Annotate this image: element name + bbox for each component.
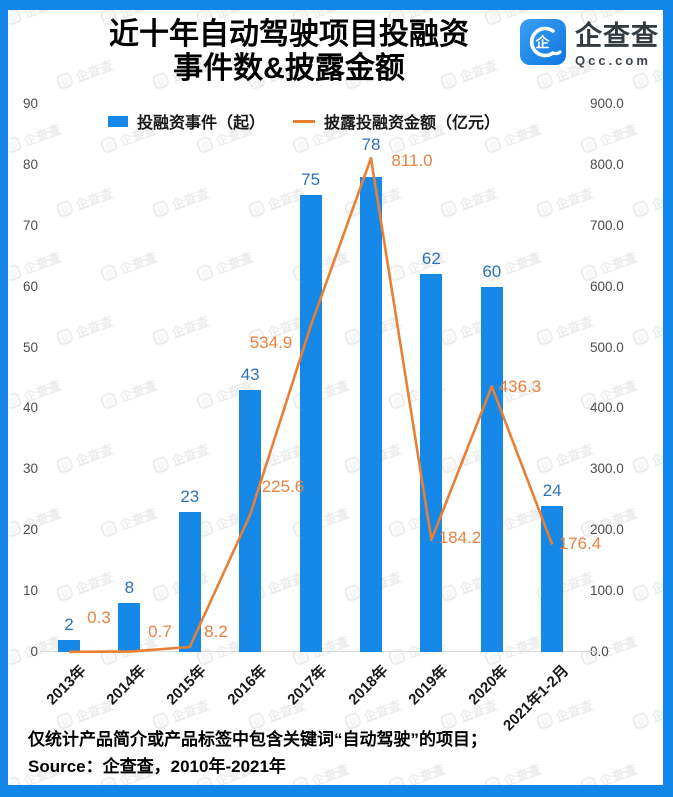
source-line: Source：企查查，2010年-2021年	[28, 757, 286, 776]
right-axis-tick: 300.0	[590, 461, 624, 477]
left-axis-tick: 70	[22, 217, 38, 233]
legend-line-label: 披露投融资金额（亿元）	[324, 115, 501, 132]
line-value-label: 176.4	[558, 534, 602, 553]
line-value-label: 436.3	[498, 377, 542, 396]
bar	[541, 505, 564, 652]
left-axis-tick: 20	[22, 522, 38, 538]
left-axis-tick: 10	[22, 583, 38, 599]
left-axis-tick: 30	[22, 461, 38, 477]
legend-bar-label: 投融资事件（起）	[137, 115, 266, 132]
line-value-label: 534.9	[249, 333, 293, 352]
bar-value-label: 75	[301, 170, 321, 190]
chart-legend: 投融资事件（起） 披露投融资金额（亿元）	[108, 109, 500, 133]
right-axis-tick: 600.0	[590, 278, 624, 294]
legend-item-bar: 投融资事件（起）	[108, 109, 265, 133]
right-axis-tick: 700.0	[590, 217, 624, 233]
right-axis-tick: 400.0	[590, 400, 624, 416]
bar-value-label: 78	[361, 135, 381, 155]
right-axis-tick: 900.0	[590, 96, 624, 111]
chart-title: 近十年自动驾驶项目投融资 事件数&披露金额	[58, 18, 520, 86]
right-axis-tick: 100.0	[590, 583, 624, 599]
line-value-label: 225.6	[261, 477, 305, 496]
left-axis-tick: 90	[22, 96, 38, 111]
left-axis-tick: 60	[22, 278, 38, 294]
bar-value-label: 43	[240, 365, 260, 385]
legend-item-line: 披露投融资金额（亿元）	[293, 109, 500, 133]
qcc-logo-domain: Qcc.com	[575, 52, 651, 68]
bar	[480, 286, 503, 652]
right-axis-tick: 0.0	[590, 644, 609, 659]
chart-title-line1: 近十年自动驾驶项目投融资	[109, 18, 469, 51]
line-value-label: 8.2	[204, 622, 228, 641]
line-value-label: 0.3	[87, 608, 111, 627]
bar	[178, 511, 201, 652]
left-axis-tick: 50	[22, 339, 38, 355]
bar-value-label: 8	[124, 578, 135, 598]
bar-value-label: 62	[421, 249, 441, 269]
line-series-swatch-icon	[293, 119, 316, 123]
bar	[58, 639, 80, 652]
bar-value-label: 2	[64, 614, 74, 634]
bar-value-label: 24	[542, 480, 562, 500]
left-axis-tick: 0	[30, 644, 38, 659]
footnote-line: 仅统计产品简介或产品标签中包含关键词“自动驾驶”的项目；	[28, 730, 487, 749]
bar	[239, 390, 262, 652]
bar-value-label: 60	[482, 261, 502, 281]
bar-series-swatch-icon	[108, 115, 128, 127]
bar-value-label: 23	[180, 486, 200, 506]
right-axis-tick: 800.0	[590, 156, 624, 172]
right-axis-tick: 500.0	[590, 339, 624, 355]
right-axis-tick: 200.0	[590, 522, 624, 538]
bar	[420, 274, 443, 652]
qcc-logo-icon: 企	[519, 18, 567, 71]
left-axis-tick: 80	[22, 156, 38, 172]
left-axis-tick: 40	[22, 400, 38, 416]
bar	[118, 603, 141, 652]
line-value-label: 184.2	[438, 528, 482, 547]
qcc-logo: 企 企查查 Qcc.com	[519, 18, 659, 71]
chart-title-line2: 事件数&披露金额	[173, 52, 405, 85]
qcc-logo-name: 企查查	[575, 20, 659, 51]
line-value-label: 0.7	[148, 622, 172, 641]
bar	[360, 177, 382, 652]
chart-footnote: 仅统计产品简介或产品标签中包含关键词“自动驾驶”的项目； Source：企查查，…	[28, 726, 487, 780]
line-value-label: 811.0	[391, 151, 433, 170]
svg-text:企: 企	[535, 35, 551, 52]
